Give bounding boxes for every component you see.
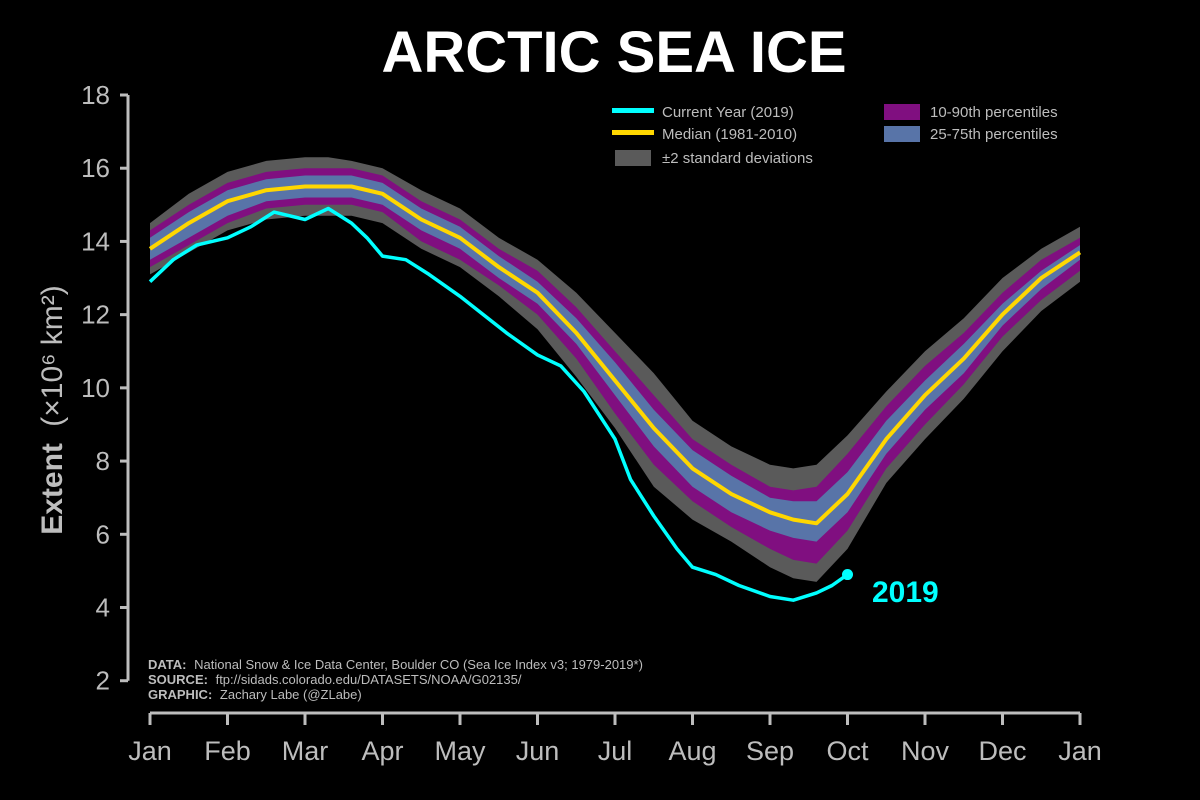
y-axis-label-unit: (×10⁶ km²) bbox=[36, 285, 69, 427]
x-tick-label: Sep bbox=[746, 736, 794, 766]
line-layer bbox=[148, 184, 1082, 602]
legend-swatch-std bbox=[615, 150, 651, 166]
x-tick-label: May bbox=[434, 736, 486, 766]
x-tick-label: Jun bbox=[516, 736, 560, 766]
legend-swatch-p10-90 bbox=[884, 104, 920, 120]
x-tick-label: Aug bbox=[668, 736, 716, 766]
legend-swatch-median bbox=[612, 130, 654, 135]
legend: Current Year (2019) Median (1981-2010) ±… bbox=[612, 104, 1058, 167]
credit-source: SOURCE: ftp://sidads.colorado.edu/DATASE… bbox=[148, 672, 522, 687]
credit-data-text: National Snow & Ice Data Center, Boulder… bbox=[194, 657, 643, 672]
y-tick-label: 14 bbox=[81, 226, 110, 256]
legend-label-std: ±2 standard deviations bbox=[662, 150, 813, 167]
credit-graphic-key: GRAPHIC: bbox=[148, 687, 212, 702]
y-tick-label: 10 bbox=[81, 373, 110, 403]
current-year-line bbox=[148, 206, 849, 602]
credit-source-key: SOURCE: bbox=[148, 672, 208, 687]
y-tick-label: 8 bbox=[96, 446, 110, 476]
x-tick-label: Jan bbox=[1058, 736, 1102, 766]
legend-label-current: Current Year (2019) bbox=[662, 104, 794, 121]
y-axis-label: Extent (×10⁶ km²) bbox=[36, 285, 69, 535]
x-tick-label: Jan bbox=[128, 736, 172, 766]
y-tick-label: 12 bbox=[81, 300, 110, 330]
legend-label-median: Median (1981-2010) bbox=[662, 126, 797, 143]
y-axis-label-main: Extent bbox=[36, 443, 69, 535]
y-tick-label: 6 bbox=[96, 519, 110, 549]
x-tick-label: Mar bbox=[282, 736, 329, 766]
current-year-label: 2019 bbox=[872, 576, 939, 609]
y-tick-label: 18 bbox=[81, 80, 110, 110]
svg-text:Extent (×10⁶ km²): Extent (×10⁶ km²) bbox=[36, 285, 69, 535]
x-tick-label: Jul bbox=[598, 736, 633, 766]
credit-data-key: DATA: bbox=[148, 657, 187, 672]
median-line bbox=[148, 184, 1082, 526]
axes: 2 4 6 8 10 12 14 16 18 Jan Feb Mar Apr May Jun Jul Aug Se… bbox=[81, 80, 1102, 766]
y-tick-label: 16 bbox=[81, 153, 110, 183]
x-tick-label: Oct bbox=[826, 736, 869, 766]
current-year-end-marker bbox=[842, 569, 853, 581]
legend-swatch-current bbox=[612, 108, 654, 113]
legend-swatch-p25-75 bbox=[884, 126, 920, 142]
x-tick-label: Nov bbox=[901, 736, 950, 766]
band-layer bbox=[150, 157, 1080, 582]
legend-label-p10-90: 10-90th percentiles bbox=[930, 104, 1058, 121]
legend-label-p25-75: 25-75th percentiles bbox=[930, 126, 1058, 143]
credit-graphic: GRAPHIC: Zachary Labe (@ZLabe) bbox=[148, 687, 362, 702]
x-tick-label: Feb bbox=[204, 736, 251, 766]
credit-data: DATA: National Snow & Ice Data Center, B… bbox=[148, 657, 643, 672]
x-tick-label: Apr bbox=[361, 736, 403, 766]
y-tick-label: 4 bbox=[96, 593, 110, 623]
credit-graphic-text: Zachary Labe (@ZLabe) bbox=[220, 687, 362, 702]
x-tick-label: Dec bbox=[978, 736, 1026, 766]
credits: DATA: National Snow & Ice Data Center, B… bbox=[148, 657, 643, 702]
chart-title: ARCTIC SEA ICE bbox=[381, 20, 846, 85]
credit-source-text: ftp://sidads.colorado.edu/DATASETS/NOAA/… bbox=[216, 672, 522, 687]
y-tick-label: 2 bbox=[96, 666, 110, 696]
